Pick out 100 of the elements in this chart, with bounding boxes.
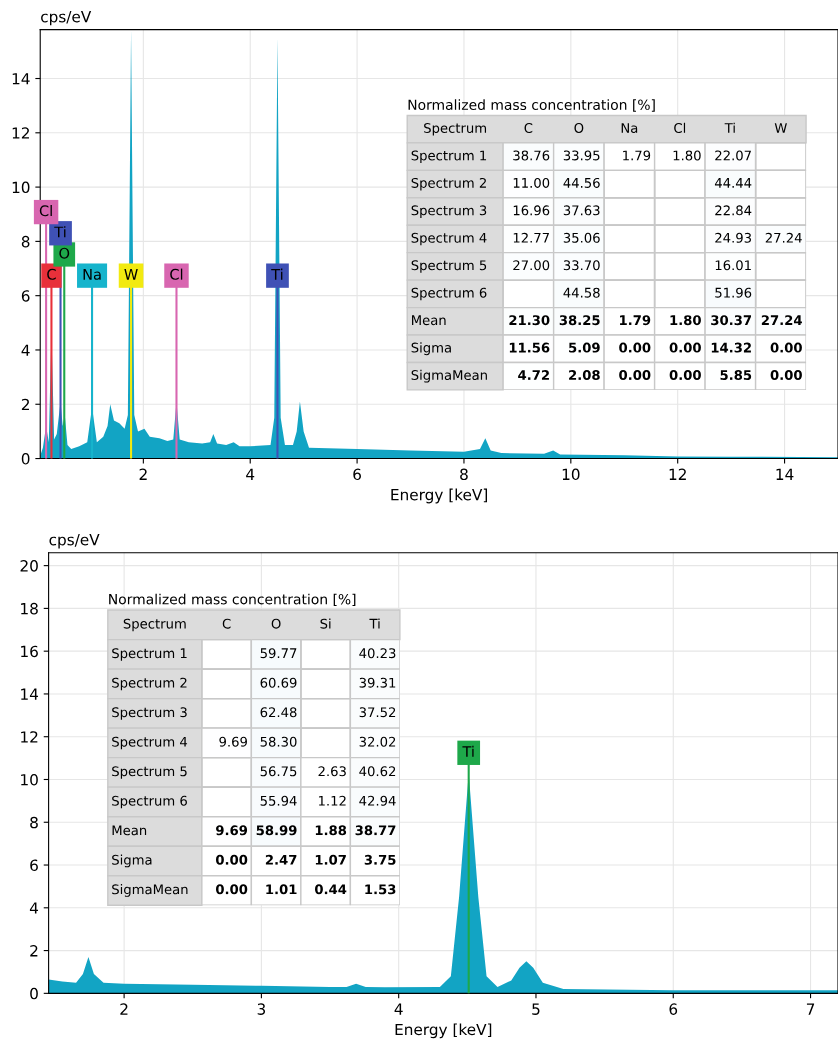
y-tick-label: 16 [21,645,38,658]
x-tick-label: Si [320,618,331,629]
y-tick-label: Spectrum 2 [411,177,486,191]
y-axis-title: cps/eV [41,11,92,26]
y-tick-label: Spectrum 5 [112,766,187,779]
data-label: 27.00 [513,260,550,271]
y-tick-label: Spectrum 5 [411,260,487,273]
data-label: 5.85 [720,370,752,381]
data-label: 37.63 [563,205,600,216]
x-tick-label: C [524,123,533,133]
data-label: 38.25 [559,315,600,326]
data-label: 0.00 [215,854,248,865]
data-label: 16.01 [715,260,751,271]
data-label: 16.96 [513,205,550,216]
y-tick-label: 2 [30,945,38,957]
data-label: 38.77 [355,825,396,836]
data-label: 0.00 [770,342,802,353]
data-label: 35.06 [563,232,600,243]
y-tick-label: SigmaMean [411,369,487,383]
x-tick-label: O [271,618,281,629]
ref-line-label: Na [83,269,101,280]
data-label: 51.96 [715,287,752,298]
data-label: 0.00 [619,370,651,381]
ref-line-label: Ti [271,268,283,280]
data-label: 5.09 [569,342,600,353]
ref-line-label: O [59,247,70,259]
y-tick-label: Sigma [112,854,152,868]
y-tick-label: 6 [21,290,30,302]
data-label: 12.77 [513,232,549,243]
data-label: 44.56 [563,177,600,188]
x-tick-label: 7 [806,1003,815,1015]
y-tick-label: Spectrum 4 [112,736,188,750]
data-label: 1.88 [315,825,347,836]
data-label: 38.76 [513,150,550,161]
data-label: 58.30 [260,736,297,747]
x-tick-label: 4 [246,468,255,480]
data-label: 0.44 [314,884,347,895]
y-tick-label: 8 [21,235,30,248]
data-label: 24.93 [715,232,751,243]
y-tick-label: Spectrum 1 [112,648,187,661]
data-label: 44.44 [714,178,752,188]
ref-line-label: Cl [39,205,52,217]
data-label: 1.79 [623,150,651,161]
data-label: 27.24 [765,232,802,243]
data-label: 22.07 [715,150,751,161]
data-label: 30.37 [711,315,752,326]
y-tick-label: 18 [21,602,38,615]
y-tick-label: 14 [21,688,39,700]
data-label: 40.23 [359,648,396,659]
data-label: 1.79 [620,315,651,326]
data-label: 42.94 [359,795,396,806]
data-label: 1.80 [670,315,701,326]
y-tick-label: 14 [12,73,30,85]
y-tick-label: Spectrum 4 [411,232,487,246]
data-label: 21.30 [509,315,550,326]
x-tick-label: O [574,123,584,133]
y-tick-label: 8 [30,816,38,829]
x-tick-label: W [774,123,787,133]
x-tick-label: 4 [394,1003,403,1015]
x-tick-label: Ti [724,122,735,133]
y-tick-label: 20 [20,560,38,572]
y-tick-label: Spectrum 6 [112,795,187,809]
data-label: 1.53 [365,884,396,895]
x-tick-label: 12 [669,468,686,480]
ref-line-label: Ti [462,745,474,757]
y-tick-label: 12 [21,731,38,743]
y-tick-label: Spectrum 3 [411,205,487,218]
x-tick-label: 6 [353,468,361,481]
data-label: 32.02 [359,736,396,747]
y-tick-label: 10 [12,181,30,194]
data-label: 55.94 [260,795,297,806]
x-tick-label: 3 [257,1003,266,1015]
x-tick-label: 10 [562,468,580,481]
data-label: 59.77 [260,648,297,659]
data-label: 3.75 [364,854,396,865]
data-label: 33.70 [563,260,600,271]
data-label: 2.08 [569,370,600,381]
data-label: 2.47 [265,854,297,865]
data-label: 39.31 [359,677,396,688]
chart-title: Normalized mass concentration [%] [109,593,356,607]
x-axis-title: Energy [keV] [395,1023,492,1039]
ref-line-label: Ti [54,226,66,238]
data-label: 9.69 [216,825,248,836]
data-label: 0.00 [215,884,248,895]
y-tick-label: Mean [412,315,446,326]
data-label: 0.00 [669,342,701,353]
y-tick-label: 4 [29,902,39,914]
data-label: 1.12 [318,795,346,806]
y-axis-title: Spectrum [123,618,186,632]
y-tick-label: Mean [112,825,147,836]
y-tick-label: Spectrum 2 [112,677,187,691]
x-tick-label: 2 [120,1003,128,1015]
data-label: 44.58 [563,287,600,298]
x-tick-label: 5 [532,1003,540,1015]
y-tick-label: Spectrum 1 [411,150,487,163]
data-label: 14.32 [711,342,751,353]
data-label: 27.24 [761,315,802,325]
data-label: 40.62 [359,766,396,777]
data-label: 56.75 [260,766,297,777]
x-tick-label: Cl [674,122,686,133]
